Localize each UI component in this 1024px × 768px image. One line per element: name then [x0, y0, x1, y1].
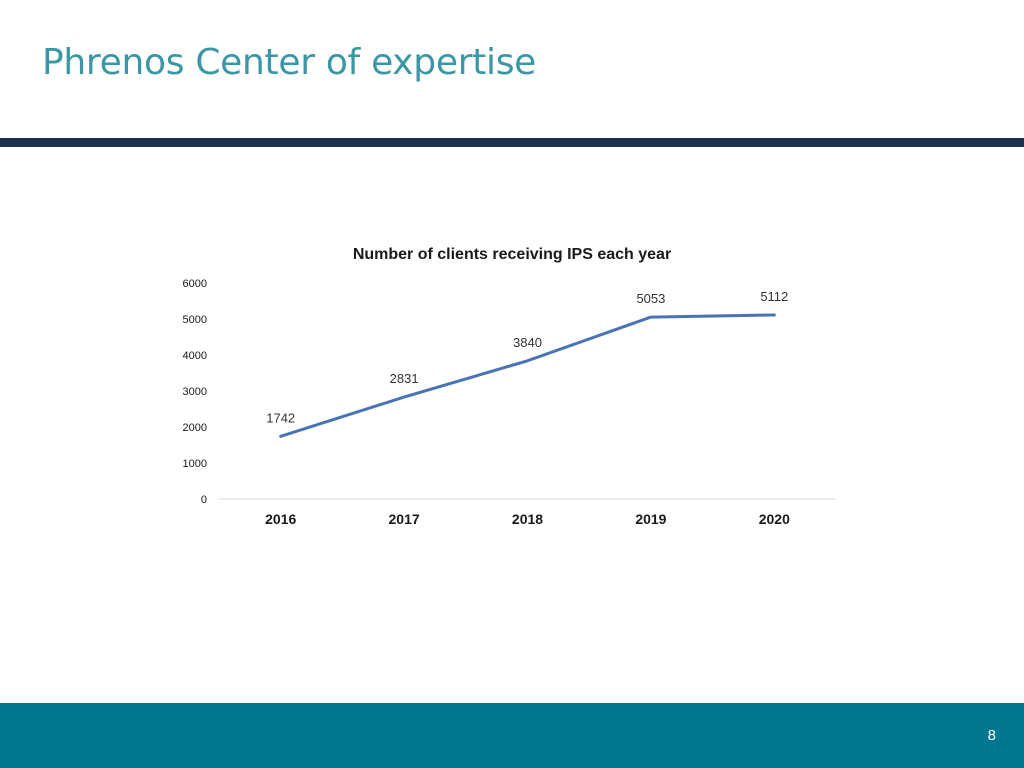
x-tick-label: 2017	[389, 511, 420, 527]
chart-title: Number of clients receiving IPS each yea…	[353, 246, 671, 263]
y-tick-label: 2000	[183, 422, 207, 434]
y-tick-label: 6000	[183, 278, 207, 290]
y-tick-label: 4000	[183, 350, 207, 362]
x-tick-label: 2019	[635, 511, 666, 527]
page-number: 8	[987, 727, 996, 744]
data-labels: 1742 2831 3840 5053 5112	[266, 289, 788, 425]
line-chart: Number of clients receiving IPS each yea…	[183, 246, 836, 527]
data-label: 1742	[266, 410, 295, 425]
series-line	[279, 313, 776, 438]
x-tick-label: 2018	[512, 511, 543, 527]
y-axis-ticks: 0 1000 2000 3000 4000 5000 6000	[183, 278, 207, 506]
data-label: 3840	[513, 335, 542, 350]
x-axis-ticks: 2016 2017 2018 2019 2020	[265, 511, 790, 527]
y-tick-label: 1000	[183, 458, 207, 470]
data-label: 5053	[636, 291, 665, 306]
data-label: 2831	[390, 371, 419, 386]
footer-bar: 8	[0, 703, 1024, 768]
x-tick-label: 2016	[265, 511, 296, 527]
y-tick-label: 0	[201, 494, 207, 506]
header-divider-bar	[0, 138, 1024, 147]
data-label: 5112	[760, 289, 788, 304]
y-tick-label: 5000	[183, 314, 207, 326]
slide-title: Phrenos Center of expertise	[42, 42, 537, 83]
y-tick-label: 3000	[183, 386, 207, 398]
chart-canvas: Number of clients receiving IPS each yea…	[183, 246, 836, 527]
x-tick-label: 2020	[759, 511, 790, 527]
